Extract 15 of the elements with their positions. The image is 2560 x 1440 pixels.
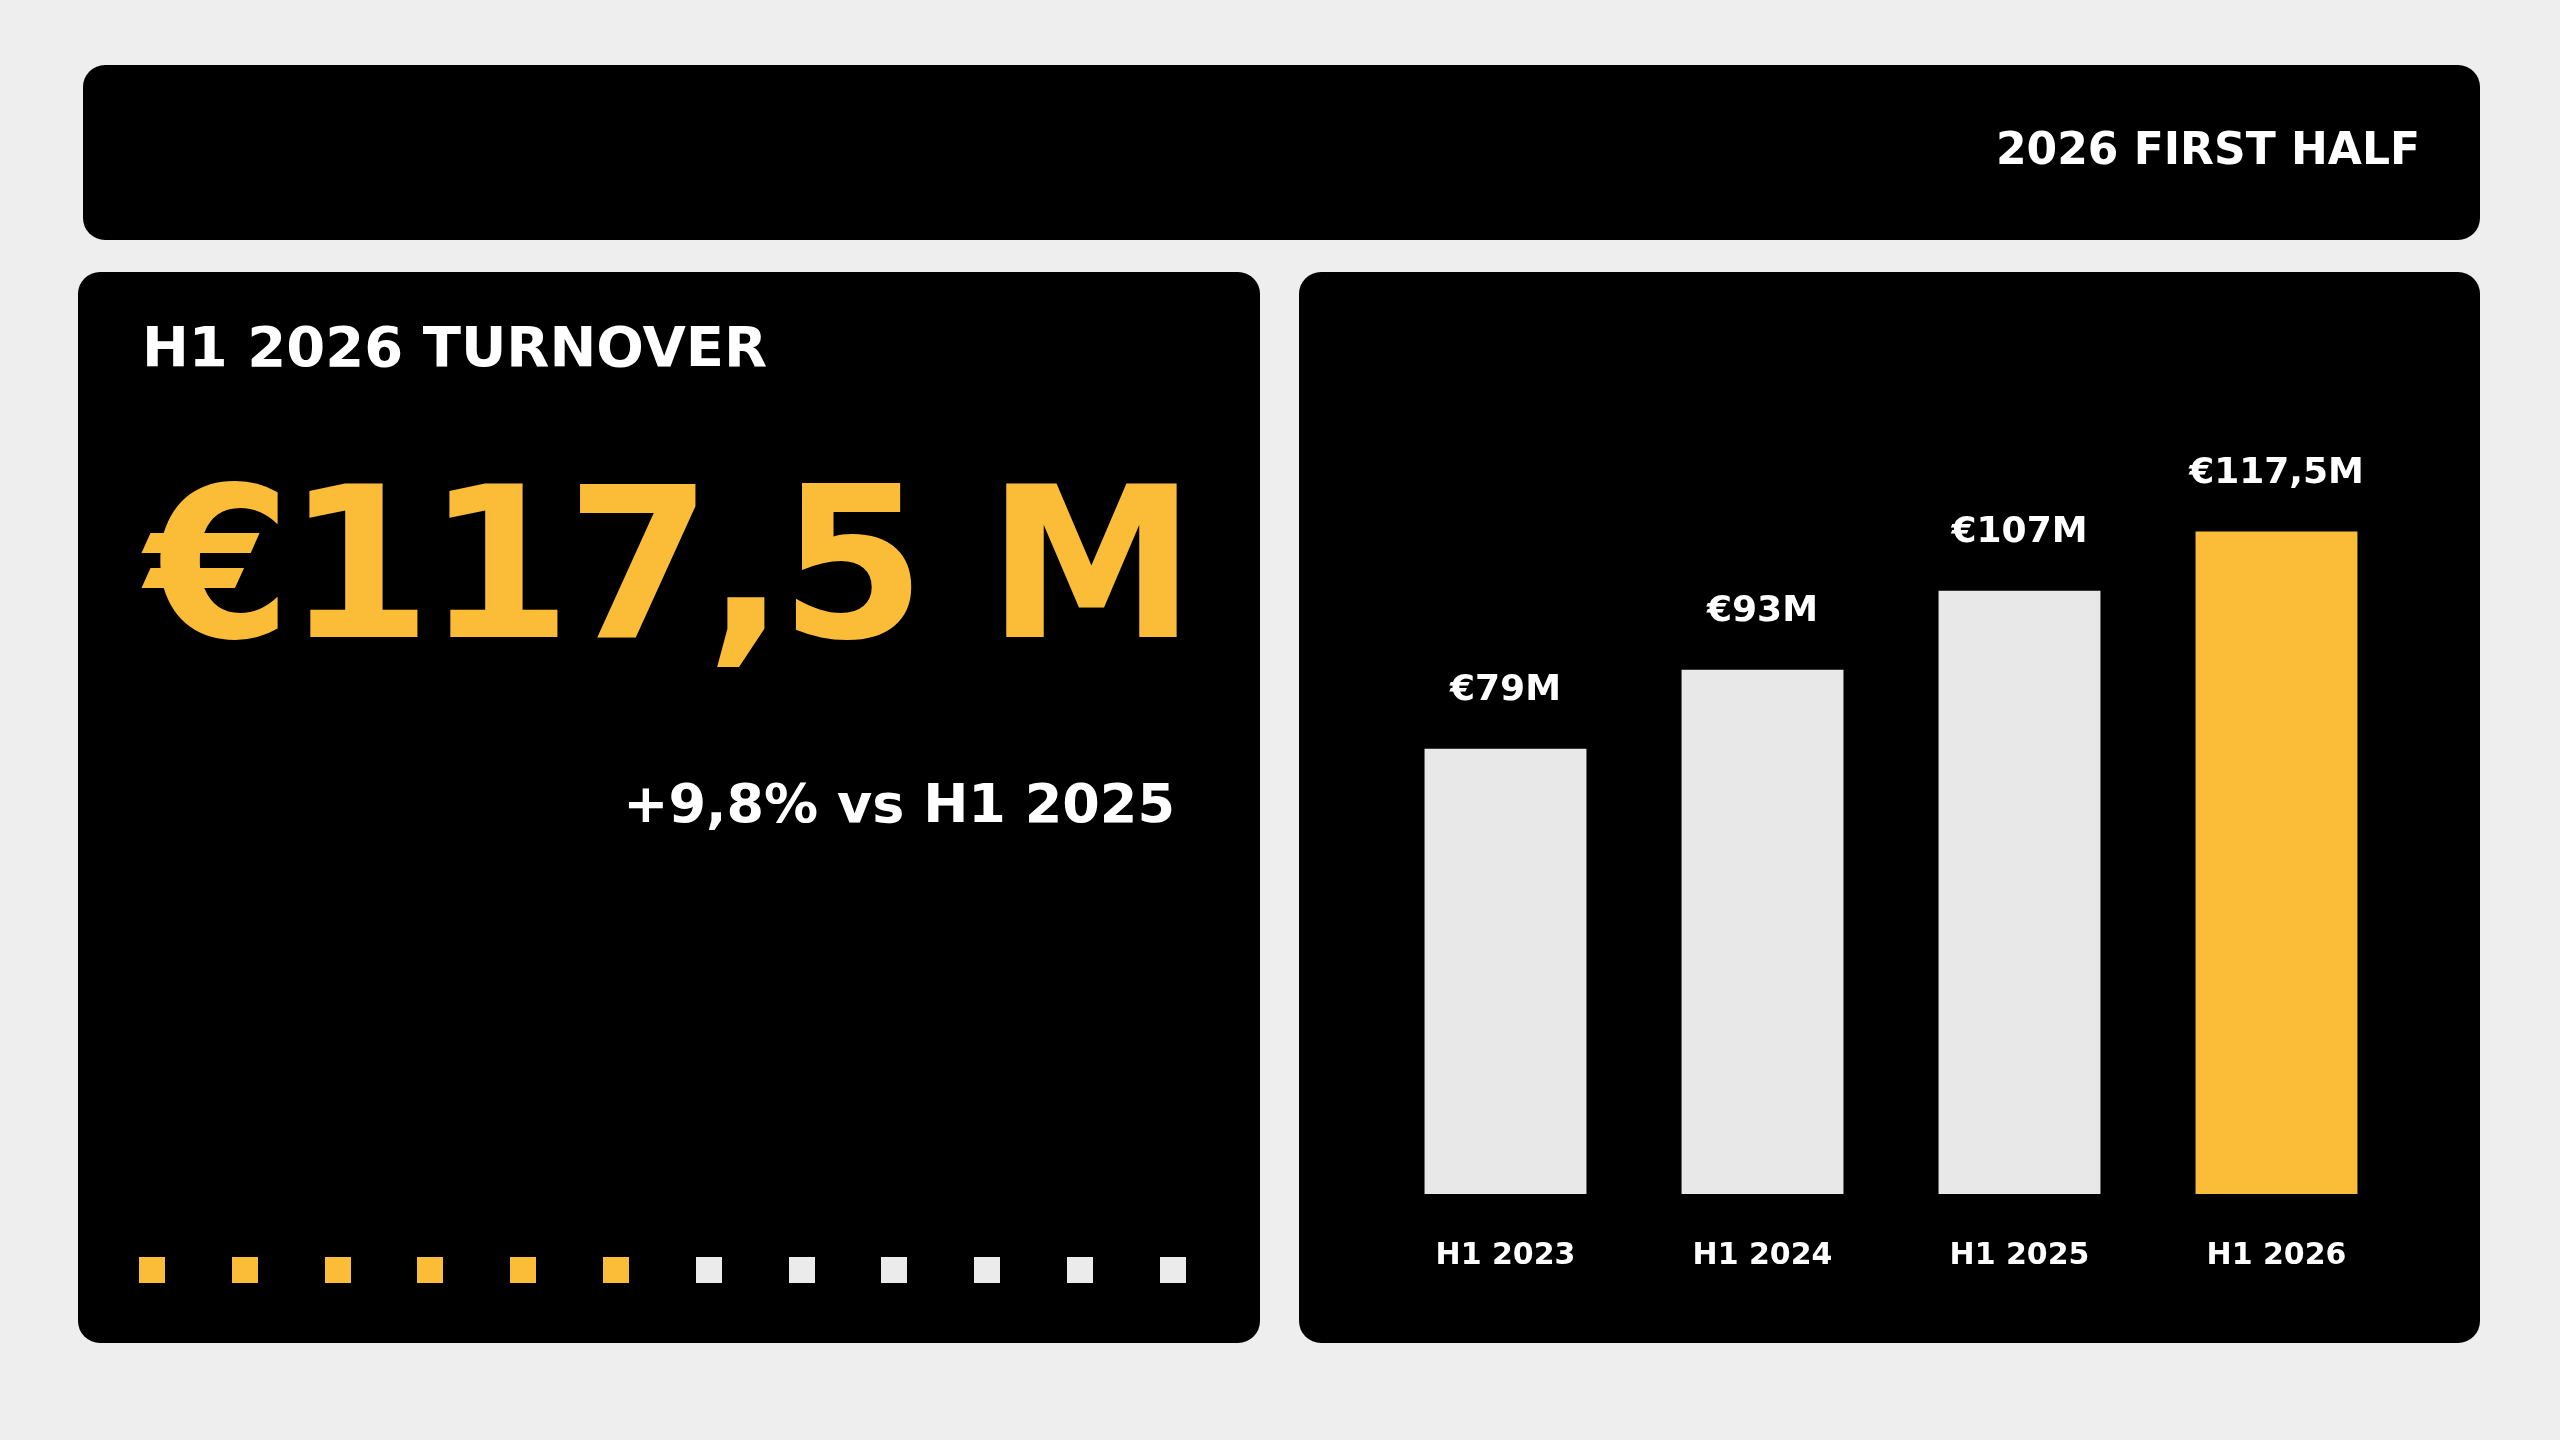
bar [1938, 590, 2101, 1194]
text: H1 2026 TURNOVER [142, 314, 768, 379]
data-label: €93M [1706, 588, 1818, 630]
x-tick-label: H1 2023 [1435, 1235, 1576, 1271]
text: +9,8% vs H1 2025 [623, 772, 1175, 835]
data-label: €107M [1950, 509, 2088, 551]
chart-title: 2026 FIRST HALF [1995, 123, 2420, 174]
bar [1681, 669, 1844, 1194]
data-label: €117,5M [2188, 449, 2364, 491]
data-label: €79M [1449, 667, 1561, 708]
bar [1424, 748, 1587, 1194]
bar [2195, 531, 2358, 1194]
x-tick-label: H1 2025 [1949, 1235, 2090, 1271]
x-tick-label: H1 2026 [2206, 1235, 2347, 1271]
x-tick-label: H1 2024 [1692, 1235, 1833, 1271]
